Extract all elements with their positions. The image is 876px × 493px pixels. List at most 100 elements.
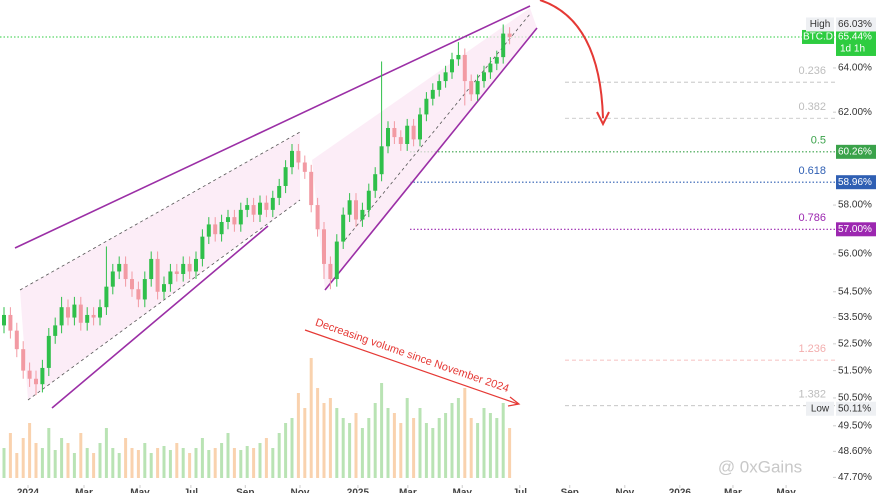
- upper-trendline: [14, 5, 531, 249]
- volume-bar: [271, 448, 275, 478]
- candle-body: [219, 221, 224, 235]
- candle-body: [366, 190, 371, 210]
- volume-bar: [322, 403, 326, 478]
- candle-body: [270, 197, 275, 210]
- fib-label: 0.786: [798, 212, 826, 224]
- volume-bar: [66, 443, 70, 478]
- candle-body: [501, 33, 506, 58]
- candle-body: [66, 307, 70, 318]
- volume-bar: [444, 413, 448, 478]
- volume-bar: [476, 423, 480, 478]
- volume-bar: [143, 443, 147, 478]
- candle-body: [482, 72, 486, 82]
- price-box: [836, 222, 876, 237]
- candle-body: [187, 263, 192, 272]
- candle-body: [46, 335, 51, 368]
- volume-bar: [380, 383, 384, 478]
- volume-bar: [175, 443, 179, 478]
- volume-bar: [488, 413, 492, 478]
- price-box: [836, 29, 876, 56]
- volume-bar: [264, 438, 268, 478]
- candle-body: [174, 271, 179, 274]
- x-tick-label: Sep: [236, 488, 254, 493]
- candle-body: [226, 217, 230, 222]
- volume-bar: [194, 448, 198, 478]
- candle-body: [142, 279, 147, 300]
- volume-bar: [424, 423, 428, 478]
- candle-body: [424, 98, 429, 115]
- candle-body: [123, 263, 128, 280]
- volume-bar: [386, 408, 390, 478]
- x-tick-label: May: [453, 488, 473, 493]
- candle-body: [315, 205, 320, 230]
- price-box: [836, 17, 876, 32]
- candle-body: [91, 314, 96, 318]
- volume-bar: [399, 423, 403, 478]
- volume-bar: [117, 453, 121, 478]
- x-tick-label: Nov: [615, 488, 634, 493]
- candle-body: [117, 263, 122, 272]
- candle-body: [264, 202, 269, 210]
- candle-body: [334, 241, 339, 280]
- lower-trendline: [51, 225, 269, 409]
- volume-bar: [335, 408, 339, 478]
- volume-bar: [60, 438, 64, 478]
- candle-body: [462, 54, 467, 82]
- volume-bar: [47, 428, 51, 478]
- candle-body: [443, 72, 448, 82]
- volume-bar: [98, 443, 102, 478]
- candle-body: [347, 200, 352, 215]
- candle-body: [8, 314, 13, 331]
- candle-body: [245, 205, 250, 210]
- x-tick-label: Sep: [561, 488, 579, 493]
- candle-body: [373, 174, 378, 191]
- candle-body: [411, 125, 416, 140]
- fib-label: 1.382: [798, 389, 826, 401]
- volume-bar: [367, 418, 371, 478]
- volume-bar: [162, 446, 166, 478]
- price-box: [836, 401, 876, 416]
- volume-bar: [450, 403, 454, 478]
- candle-body: [98, 307, 102, 318]
- candle-body: [475, 81, 480, 95]
- candle-body: [213, 224, 218, 235]
- volume-bar: [104, 428, 108, 478]
- dashed-line: [27, 199, 301, 401]
- price-label: 57.00%: [838, 224, 872, 235]
- volume-bar: [28, 423, 32, 478]
- y-tick-label: 54.50%: [838, 286, 872, 297]
- volume-bar: [508, 428, 512, 478]
- projection-arrow: [539, 0, 604, 119]
- volume-bar: [392, 413, 396, 478]
- fib-label: 0.382: [798, 101, 826, 113]
- volume-bar: [501, 403, 505, 478]
- y-tick-label: 56.00%: [838, 249, 872, 260]
- volume-bar: [341, 418, 345, 478]
- volume-bar: [168, 450, 172, 478]
- y-tick-label: 49.50%: [838, 420, 872, 431]
- volume-bar: [124, 438, 128, 478]
- candle-body: [85, 314, 90, 323]
- volume-bar: [15, 453, 19, 478]
- x-tick-label: Mar: [399, 488, 417, 493]
- x-tick-label: Nov: [291, 488, 310, 493]
- price-box: [836, 175, 876, 190]
- symbol-label: BTC.D: [803, 32, 833, 43]
- x-tick-label: 2024: [17, 488, 40, 493]
- candle-body: [405, 125, 410, 144]
- candle-body: [194, 258, 198, 272]
- marker-label: High: [810, 19, 831, 30]
- volume-bar: [277, 433, 281, 478]
- volume-bar: [239, 450, 243, 478]
- annotation: Decreasing volume since November 2024: [314, 317, 511, 395]
- x-tick-label: Jul: [184, 488, 199, 493]
- y-tick-label: 58.00%: [838, 200, 872, 211]
- candle-body: [456, 54, 461, 60]
- x-tick-label: Jul: [513, 488, 528, 493]
- candle-body: [206, 224, 211, 237]
- candle-body: [290, 150, 294, 168]
- volume-bar: [2, 448, 6, 478]
- marker-box: [806, 401, 834, 416]
- volume-bar: [226, 433, 230, 478]
- volume-bar: [303, 408, 307, 478]
